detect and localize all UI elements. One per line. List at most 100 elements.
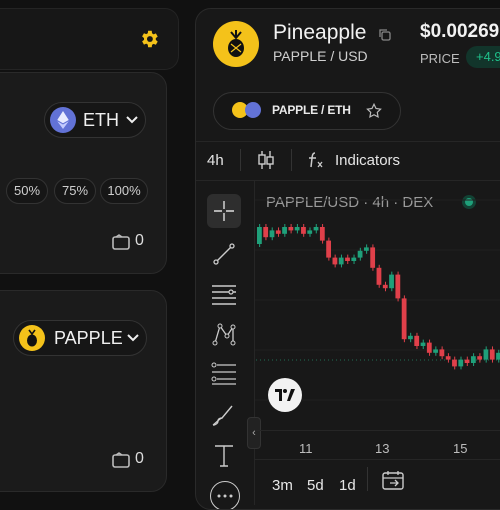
candle-body <box>477 356 483 360</box>
chart-panel: Pineapple PAPPLE / USD $0.00269 PRICE +4… <box>195 8 500 510</box>
pineapple-logo-icon <box>232 102 248 118</box>
candle-body <box>257 227 262 244</box>
pineapple-logo-icon <box>19 325 45 351</box>
toolbar-divider <box>240 149 241 171</box>
candle-body <box>357 250 363 258</box>
candle-body <box>395 274 401 299</box>
left-panel: ETH 50% 75% 100% 0 PAPPLE 0 <box>0 0 180 500</box>
candle-body <box>464 359 470 363</box>
price-label: PRICE <box>420 51 460 66</box>
x-axis <box>255 430 500 431</box>
candle-body <box>489 349 495 360</box>
tradingview-logo-icon[interactable] <box>268 378 302 412</box>
chevron-down-icon <box>125 113 139 127</box>
candle-body <box>301 227 306 234</box>
candle-body <box>363 247 369 251</box>
wallet-balance: 0 <box>135 450 144 467</box>
text-tool-icon[interactable] <box>209 441 239 471</box>
pair-label: PAPPLE / USD <box>273 48 368 64</box>
candle-body <box>319 227 325 241</box>
token-select-papple[interactable]: PAPPLE <box>13 320 147 356</box>
wallet-balance: 0 <box>135 232 144 249</box>
token-select-eth[interactable]: ETH <box>44 102 146 138</box>
candlestick-type-icon[interactable] <box>256 150 276 170</box>
live-status-dot <box>465 198 473 206</box>
candle-body <box>332 257 338 265</box>
chevron-down-icon <box>126 331 140 345</box>
candle-body <box>433 349 438 353</box>
candle-body <box>313 227 319 231</box>
eth-logo-icon <box>50 107 76 133</box>
price-value: $0.00269 <box>420 21 500 42</box>
wallet-icon <box>111 233 131 251</box>
candle-body <box>408 335 413 340</box>
function-icon[interactable] <box>306 150 326 170</box>
more-tools-icon[interactable] <box>210 481 240 509</box>
date-range-icon[interactable] <box>381 469 405 491</box>
candle-body <box>263 227 269 238</box>
timeframe-1d[interactable]: 1d <box>339 477 356 494</box>
candle-body <box>294 227 300 231</box>
candle-body <box>376 267 382 285</box>
x-tick-label: 11 <box>299 441 313 456</box>
star-icon[interactable] <box>364 101 384 121</box>
candle-body <box>401 298 407 340</box>
pineapple-logo-icon <box>213 21 259 67</box>
candle-body <box>326 240 332 258</box>
candle-body <box>439 349 445 357</box>
timeframe-3m[interactable]: 3m <box>272 477 293 494</box>
eth-logo-icon <box>245 102 261 118</box>
trend-line-icon[interactable] <box>209 239 239 269</box>
candle-body <box>414 335 420 346</box>
candle-body <box>420 342 426 346</box>
price-change-badge: +4.9 <box>466 46 500 68</box>
candle-body <box>496 352 500 360</box>
candle-body <box>288 227 294 231</box>
toolbar-divider <box>367 467 368 491</box>
toolbar-divider <box>291 149 292 171</box>
indicators-button[interactable]: Indicators <box>335 152 401 169</box>
brush-icon[interactable] <box>209 401 239 431</box>
interval-selector[interactable]: 4h <box>207 152 224 169</box>
pattern-tool-icon[interactable] <box>209 319 239 349</box>
candle-body <box>275 230 281 234</box>
candle-body <box>370 247 376 268</box>
drawing-toolbar <box>196 180 255 505</box>
x-tick-label: 13 <box>375 441 390 456</box>
token-name: Pineapple <box>273 21 367 44</box>
candle-body <box>426 342 432 353</box>
percent-50-button[interactable]: 50% <box>6 178 48 204</box>
candle-body <box>445 356 451 360</box>
candle-body <box>282 227 287 234</box>
percent-75-button[interactable]: 75% <box>54 178 96 204</box>
percent-100-button[interactable]: 100% <box>100 178 148 204</box>
candle-body <box>307 230 313 234</box>
fib-tool-icon[interactable] <box>209 359 239 389</box>
timeframe-bar <box>255 459 500 460</box>
candle-body <box>452 359 457 367</box>
x-tick-label: 15 <box>453 441 468 456</box>
copy-icon[interactable] <box>376 26 392 42</box>
horizontal-lines-icon[interactable] <box>209 279 239 309</box>
wallet-icon <box>111 451 131 469</box>
chart-toolbar <box>196 141 500 181</box>
timeframe-5d[interactable]: 5d <box>307 477 324 494</box>
candle-body <box>338 257 344 265</box>
collapse-toolbar-handle[interactable]: ‹ <box>247 417 261 449</box>
candle-body <box>458 359 464 367</box>
candle-body <box>351 257 357 261</box>
candle-body <box>483 349 489 360</box>
candle-body <box>470 356 476 363</box>
gear-icon[interactable] <box>137 27 161 51</box>
candle-body <box>345 257 350 261</box>
pair-chip[interactable]: PAPPLE / ETH <box>213 92 401 130</box>
crosshair-icon[interactable] <box>207 194 241 228</box>
token-symbol: PAPPLE <box>54 328 123 348</box>
chart-legend: PAPPLE/USD · 4h · DEX <box>266 194 434 211</box>
candle-body <box>389 274 394 289</box>
candle-body <box>382 284 388 289</box>
pair-chip-label: PAPPLE / ETH <box>272 103 351 117</box>
candle-body <box>269 230 275 238</box>
token-symbol: ETH <box>83 110 119 130</box>
candlestick-chart <box>255 199 500 401</box>
